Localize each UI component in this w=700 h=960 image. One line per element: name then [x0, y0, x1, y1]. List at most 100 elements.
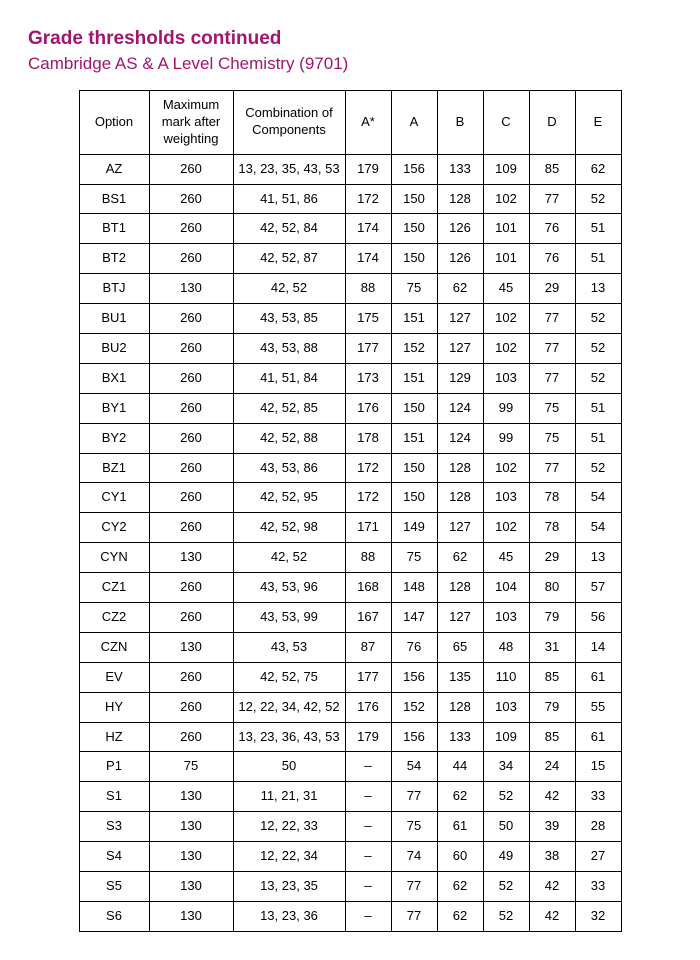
cell-b: 133	[437, 722, 483, 752]
table-row: BU226043, 53, 881771521271027752	[79, 334, 621, 364]
cell-e: 62	[575, 154, 621, 184]
cell-b: 127	[437, 304, 483, 334]
cell-b: 62	[437, 872, 483, 902]
cell-option: S3	[79, 812, 149, 842]
cell-combination: 43, 53, 86	[233, 453, 345, 483]
cell-e: 13	[575, 274, 621, 304]
cell-a: 74	[391, 842, 437, 872]
cell-a-star: –	[345, 752, 391, 782]
cell-combination: 43, 53, 88	[233, 334, 345, 364]
table-row: HZ26013, 23, 36, 43, 531791561331098561	[79, 722, 621, 752]
cell-combination: 43, 53	[233, 632, 345, 662]
cell-combination: 42, 52, 75	[233, 662, 345, 692]
cell-option: BU1	[79, 304, 149, 334]
cell-e: 51	[575, 214, 621, 244]
cell-e: 33	[575, 782, 621, 812]
table-row: BU126043, 53, 851751511271027752	[79, 304, 621, 334]
table-row: CZ226043, 53, 991671471271037956	[79, 603, 621, 633]
table-row: CZ126043, 53, 961681481281048057	[79, 573, 621, 603]
cell-maxmark: 130	[149, 901, 233, 931]
cell-option: S5	[79, 872, 149, 902]
cell-combination: 12, 22, 34, 42, 52	[233, 692, 345, 722]
table-row: EV26042, 52, 751771561351108561	[79, 662, 621, 692]
col-header-e: E	[575, 91, 621, 155]
cell-b: 128	[437, 692, 483, 722]
cell-a-star: 174	[345, 214, 391, 244]
cell-d: 75	[529, 423, 575, 453]
cell-c: 103	[483, 603, 529, 633]
cell-a-star: 179	[345, 154, 391, 184]
cell-b: 61	[437, 812, 483, 842]
cell-option: BX1	[79, 363, 149, 393]
cell-d: 38	[529, 842, 575, 872]
cell-maxmark: 260	[149, 662, 233, 692]
table-row: CZN13043, 53877665483114	[79, 632, 621, 662]
cell-combination: 42, 52, 88	[233, 423, 345, 453]
cell-e: 61	[575, 662, 621, 692]
table-row: S313012, 22, 33–7561503928	[79, 812, 621, 842]
cell-combination: 42, 52, 95	[233, 483, 345, 513]
cell-b: 127	[437, 334, 483, 364]
cell-maxmark: 130	[149, 812, 233, 842]
cell-c: 52	[483, 901, 529, 931]
cell-d: 24	[529, 752, 575, 782]
cell-combination: 42, 52	[233, 274, 345, 304]
cell-e: 52	[575, 363, 621, 393]
cell-b: 129	[437, 363, 483, 393]
cell-a-star: –	[345, 872, 391, 902]
table-row: BY226042, 52, 88178151124997551	[79, 423, 621, 453]
cell-b: 127	[437, 513, 483, 543]
cell-option: BT1	[79, 214, 149, 244]
cell-maxmark: 130	[149, 632, 233, 662]
col-header-option: Option	[79, 91, 149, 155]
cell-option: S1	[79, 782, 149, 812]
cell-b: 124	[437, 393, 483, 423]
cell-combination: 42, 52, 85	[233, 393, 345, 423]
cell-option: HZ	[79, 722, 149, 752]
cell-e: 13	[575, 543, 621, 573]
table-row: BX126041, 51, 841731511291037752	[79, 363, 621, 393]
col-header-maxmark: Maximum mark after weighting	[149, 91, 233, 155]
cell-d: 29	[529, 543, 575, 573]
cell-e: 51	[575, 393, 621, 423]
cell-option: BTJ	[79, 274, 149, 304]
cell-d: 42	[529, 782, 575, 812]
table-row: CY126042, 52, 951721501281037854	[79, 483, 621, 513]
table-row: S413012, 22, 34–7460493827	[79, 842, 621, 872]
cell-maxmark: 260	[149, 334, 233, 364]
cell-combination: 13, 23, 35, 43, 53	[233, 154, 345, 184]
cell-a-star: –	[345, 782, 391, 812]
page-subtitle: Cambridge AS & A Level Chemistry (9701)	[28, 54, 672, 74]
cell-maxmark: 260	[149, 244, 233, 274]
cell-maxmark: 260	[149, 214, 233, 244]
cell-c: 45	[483, 274, 529, 304]
cell-d: 78	[529, 483, 575, 513]
cell-a-star: 88	[345, 274, 391, 304]
table-row: S613013, 23, 36–7762524232	[79, 901, 621, 931]
cell-option: EV	[79, 662, 149, 692]
cell-a-star: 179	[345, 722, 391, 752]
cell-a: 152	[391, 334, 437, 364]
cell-combination: 43, 53, 96	[233, 573, 345, 603]
cell-d: 79	[529, 603, 575, 633]
cell-a: 156	[391, 662, 437, 692]
table-row: BZ126043, 53, 861721501281027752	[79, 453, 621, 483]
cell-c: 52	[483, 872, 529, 902]
cell-d: 42	[529, 872, 575, 902]
cell-option: BZ1	[79, 453, 149, 483]
cell-maxmark: 130	[149, 782, 233, 812]
cell-c: 102	[483, 184, 529, 214]
cell-a: 156	[391, 154, 437, 184]
cell-a-star: 171	[345, 513, 391, 543]
cell-combination: 42, 52	[233, 543, 345, 573]
cell-e: 57	[575, 573, 621, 603]
cell-option: BT2	[79, 244, 149, 274]
cell-d: 42	[529, 901, 575, 931]
cell-d: 77	[529, 453, 575, 483]
cell-d: 77	[529, 334, 575, 364]
cell-b: 128	[437, 573, 483, 603]
cell-a-star: 177	[345, 662, 391, 692]
cell-a: 149	[391, 513, 437, 543]
cell-d: 77	[529, 184, 575, 214]
cell-c: 99	[483, 393, 529, 423]
